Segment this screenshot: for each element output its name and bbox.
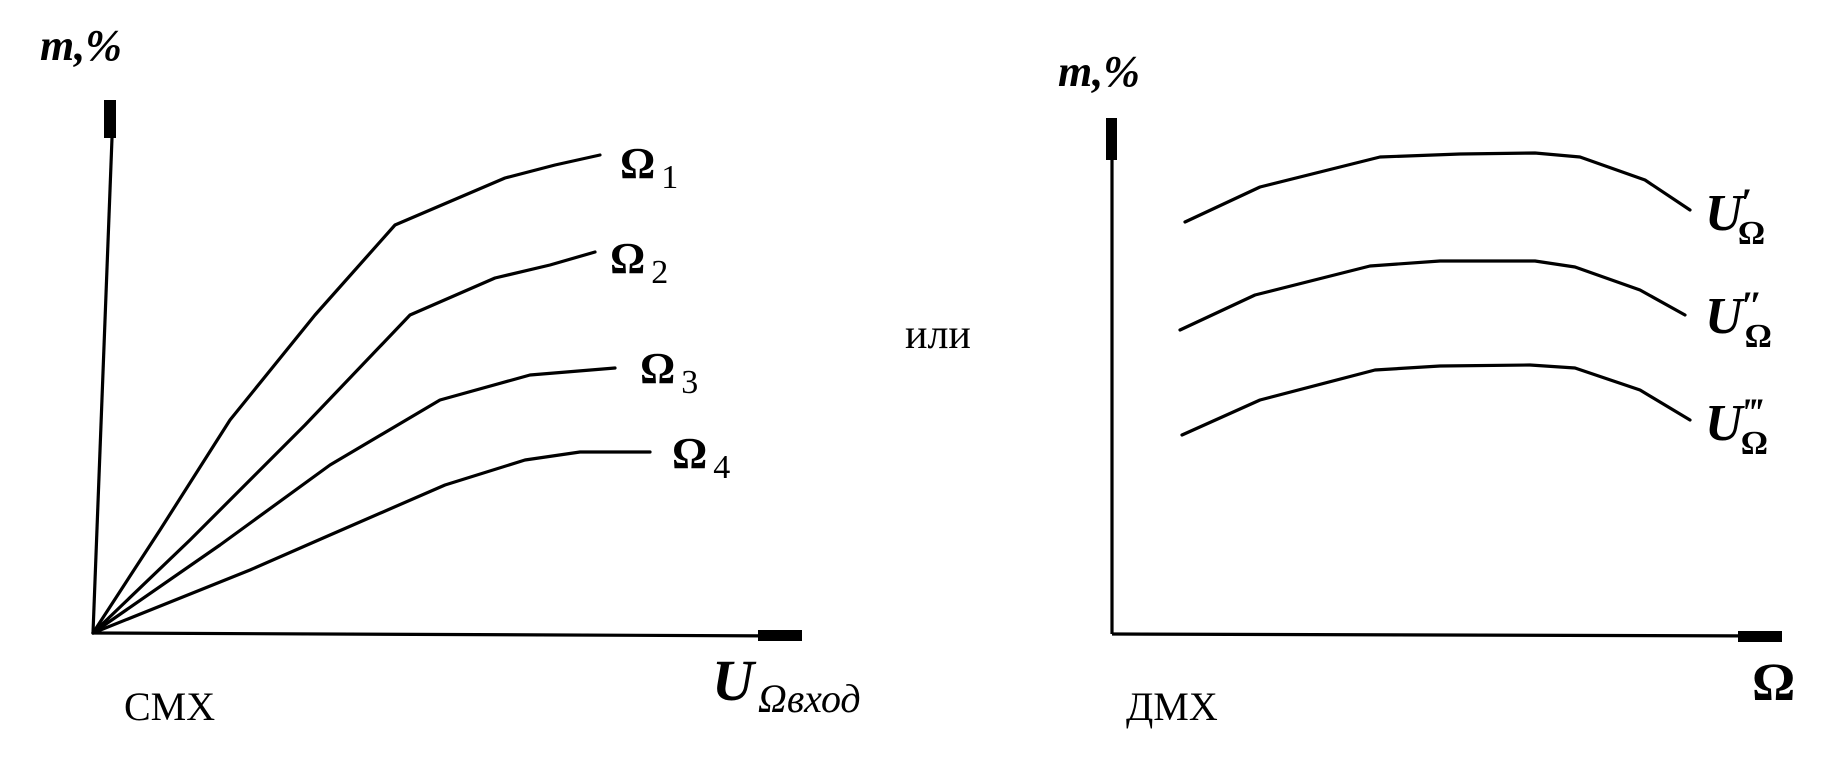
x-axis-left-arrow bbox=[758, 630, 802, 641]
y-axis-left bbox=[91, 111, 115, 634]
series-label-u-3: U‴ Ω bbox=[1705, 390, 1768, 462]
curve-omega-2 bbox=[91, 250, 597, 635]
series-label-u-2: U″ Ω bbox=[1705, 283, 1772, 355]
x-axis-left bbox=[92, 631, 801, 638]
curve-u-prime-2 bbox=[1178, 259, 1687, 332]
caption-dmx: ДМХ bbox=[1126, 684, 1218, 729]
x-axis-right-arrow bbox=[1738, 631, 1782, 642]
y-axis-right-arrow bbox=[1106, 118, 1117, 160]
x-axis-label-right: Ω bbox=[1752, 652, 1795, 712]
curve-omega-4 bbox=[91, 450, 652, 635]
y-axis-left-arrow bbox=[104, 100, 116, 138]
dmx-panel: m,% U′ Ω U″ Ω U‴ Ω Ω ДМХ bbox=[1058, 47, 1795, 729]
series-label-u-1: U′ Ω bbox=[1705, 180, 1765, 252]
y-axis-label-left: m,% bbox=[40, 21, 122, 70]
curve-omega-3 bbox=[91, 366, 617, 635]
x-axis-right bbox=[1111, 632, 1781, 638]
x-axis-label-left: U Ωвход bbox=[712, 648, 861, 721]
y-axis-label-right: m,% bbox=[1058, 47, 1140, 96]
caption-smx: СМХ bbox=[124, 684, 215, 729]
separator-text: или bbox=[905, 312, 971, 358]
curve-u-prime-1 bbox=[1183, 151, 1692, 224]
curve-u-prime-3 bbox=[1180, 363, 1692, 437]
curve-omega-1 bbox=[91, 153, 602, 635]
